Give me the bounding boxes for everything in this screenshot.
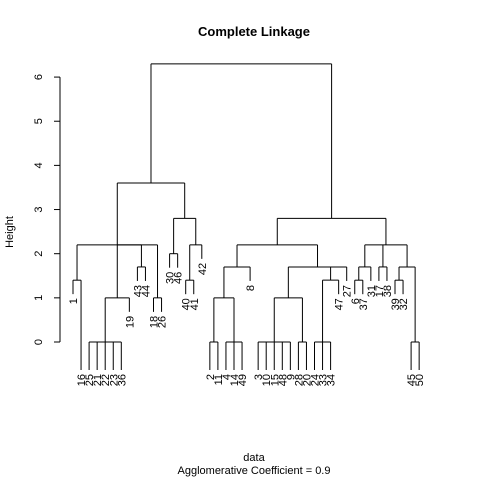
y-tick-label: 0 (33, 339, 45, 345)
leaf-label: 14 (229, 374, 241, 386)
y-axis: 0 1 2 3 4 5 6 (33, 74, 61, 345)
dendrogram-tree (72, 63, 420, 370)
leaf-label: 24 (310, 374, 322, 386)
leaf-label: 30 (165, 272, 177, 284)
leaf-label: 22 (100, 374, 112, 386)
leaf-label: 25 (84, 374, 96, 386)
leaf-label: 42 (197, 263, 209, 275)
chart-title: Complete Linkage (198, 24, 310, 39)
y-axis-label: Height (4, 216, 16, 248)
leaf-label: 50 (414, 374, 426, 386)
leaf-label: 31 (366, 285, 378, 297)
leaf-label: 28 (293, 374, 305, 386)
y-tick-label: 1 (33, 295, 45, 301)
leaf-label: 43 (132, 285, 144, 297)
y-tick-label: 6 (33, 74, 45, 80)
leaf-label: 40 (181, 298, 193, 310)
leaf-label: 3 (253, 374, 265, 380)
y-tick-label: 4 (33, 162, 45, 168)
leaf-label: 34 (326, 374, 338, 386)
leaf-label: 6 (350, 298, 362, 304)
leaf-label: 32 (398, 298, 410, 310)
leaf-label: 11 (213, 374, 225, 385)
y-tick-label: 3 (33, 206, 45, 212)
leaf-label: 15 (269, 374, 281, 386)
leaf-label: 41 (189, 298, 201, 310)
leaf-label: 16 (76, 374, 88, 386)
leaf-label: 47 (334, 298, 346, 310)
leaf-label: 26 (157, 316, 169, 328)
leaf-label: 23 (108, 374, 120, 386)
leaf-label: 39 (390, 298, 402, 310)
y-tick-label: 2 (33, 251, 45, 257)
leaf-label: 10 (261, 374, 273, 386)
leaf-label: 37 (358, 298, 370, 310)
leaf-label: 20 (301, 374, 313, 386)
leaf-label: 48 (277, 374, 289, 386)
leaf-label: 27 (342, 285, 354, 297)
leaf-label: 18 (149, 316, 161, 328)
leaf-label: 9 (285, 374, 297, 380)
leaf-label: 38 (382, 285, 394, 297)
leaf-label: 46 (173, 272, 185, 284)
leaf-label: 33 (318, 374, 330, 386)
leaf-labels: 1162521222336194344182630464041422114144… (68, 263, 426, 386)
leaf-label: 4 (221, 374, 233, 380)
leaf-label: 49 (237, 374, 249, 386)
leaf-label: 21 (92, 374, 104, 386)
leaf-label: 19 (124, 316, 136, 328)
leaf-label: 45 (406, 374, 418, 386)
x-axis-label: data (243, 452, 265, 464)
leaf-label: 44 (140, 285, 152, 297)
leaf-label: 17 (374, 285, 386, 297)
y-tick-label: 5 (33, 118, 45, 124)
leaf-label: 2 (205, 374, 217, 380)
agglomerative-coefficient: Agglomerative Coefficient = 0.9 (178, 465, 331, 477)
leaf-label: 1 (68, 298, 80, 304)
leaf-label: 36 (116, 374, 128, 386)
leaf-label: 8 (245, 285, 257, 291)
